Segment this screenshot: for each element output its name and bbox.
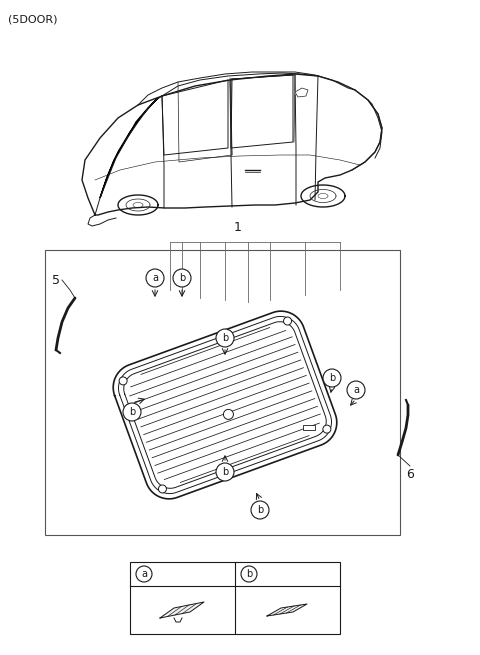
Text: b: b xyxy=(222,467,228,477)
Circle shape xyxy=(136,566,152,582)
Text: b: b xyxy=(222,333,228,343)
Circle shape xyxy=(216,463,234,481)
Text: 1: 1 xyxy=(234,221,242,234)
Polygon shape xyxy=(267,604,307,616)
Bar xyxy=(45,250,400,535)
Text: b: b xyxy=(179,273,185,283)
Text: a: a xyxy=(152,273,158,283)
Polygon shape xyxy=(295,88,308,97)
Text: b: b xyxy=(257,505,263,515)
Text: 6: 6 xyxy=(406,468,414,481)
Circle shape xyxy=(323,369,341,387)
Text: 3: 3 xyxy=(265,567,273,580)
Circle shape xyxy=(146,269,164,287)
Circle shape xyxy=(173,269,191,287)
Polygon shape xyxy=(100,98,158,198)
Circle shape xyxy=(119,377,127,385)
Polygon shape xyxy=(113,311,337,499)
Text: 2: 2 xyxy=(160,567,168,580)
Text: b: b xyxy=(329,373,335,383)
Text: b: b xyxy=(129,407,135,417)
Text: (5DOOR): (5DOOR) xyxy=(8,14,58,24)
Circle shape xyxy=(123,403,141,421)
Bar xyxy=(303,424,315,430)
Circle shape xyxy=(347,381,365,399)
Circle shape xyxy=(223,409,233,419)
Circle shape xyxy=(251,501,269,519)
Circle shape xyxy=(284,317,291,325)
Text: b: b xyxy=(246,569,252,579)
Circle shape xyxy=(216,329,234,347)
Text: a: a xyxy=(141,569,147,579)
Circle shape xyxy=(323,425,331,433)
Polygon shape xyxy=(124,322,326,488)
Bar xyxy=(130,562,340,634)
Circle shape xyxy=(158,485,167,493)
Text: a: a xyxy=(353,385,359,395)
Circle shape xyxy=(241,566,257,582)
Text: 5: 5 xyxy=(52,274,60,286)
Polygon shape xyxy=(160,602,204,618)
